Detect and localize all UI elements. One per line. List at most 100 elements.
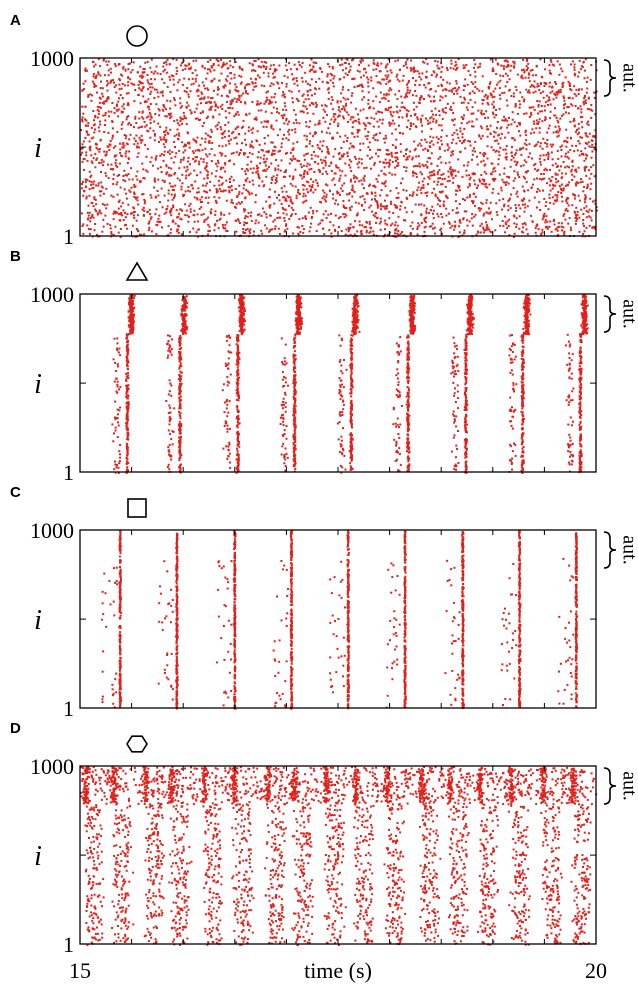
spike-dot (327, 81, 330, 84)
spike-dot (302, 231, 305, 234)
spike-dot (404, 95, 407, 98)
spike-dot (580, 88, 583, 91)
spike-dot (273, 96, 276, 99)
spike-dot (145, 116, 148, 119)
spike-dot (480, 201, 483, 204)
spike-dot (408, 194, 411, 197)
spike-dot (411, 94, 414, 97)
spike-dot (317, 123, 320, 126)
spike-dot (176, 230, 179, 233)
spike-dot (289, 196, 292, 199)
spike-dot (220, 176, 223, 179)
spike-dot (147, 81, 150, 84)
spike-dot (552, 183, 555, 186)
spike-dot (324, 156, 327, 159)
spike-dot (504, 148, 507, 151)
spike-dot (183, 117, 186, 120)
spike-dot (416, 118, 419, 121)
spike-dot (564, 139, 567, 142)
spike-dot (210, 105, 213, 108)
spike-dot (397, 59, 399, 62)
spike-dot (178, 426, 181, 429)
spike-dot (176, 70, 179, 72)
spike-dot (452, 150, 454, 153)
spike-dot (390, 153, 393, 156)
spike-dot (427, 94, 430, 97)
spike-dot (308, 126, 311, 129)
spike-dot (526, 91, 529, 94)
spike-dot (436, 183, 439, 186)
spike-dot (378, 160, 381, 163)
spike-dot (379, 91, 382, 94)
spike-dot (130, 82, 133, 85)
spike-dot (378, 222, 381, 225)
spike-dot (451, 118, 454, 121)
spike-dot (443, 149, 446, 152)
spike-dot (357, 202, 360, 205)
spike-dot (575, 220, 578, 223)
spike-dot (199, 112, 202, 115)
spike-dot (388, 122, 391, 125)
spike-dot (333, 113, 336, 116)
spike-dot (183, 331, 186, 334)
spike-dot (425, 70, 428, 73)
spike-dot (453, 118, 456, 121)
spike-dot (283, 175, 286, 178)
spike-dot (217, 179, 220, 182)
spike-dot (445, 67, 448, 69)
spike-dot (338, 157, 341, 160)
spike-dot (101, 230, 104, 233)
spike-dot (582, 219, 585, 221)
spike-dot (193, 169, 196, 172)
spike-dot (126, 438, 129, 441)
spike-dot (142, 177, 145, 180)
spike-dot (167, 446, 170, 449)
spike-dot (263, 142, 266, 145)
spike-dot (140, 76, 143, 79)
spike-dot (115, 154, 118, 157)
spike-dot (279, 128, 282, 131)
spike-dot (251, 69, 253, 72)
spike-dot (119, 148, 122, 151)
spike-dot (375, 112, 378, 115)
spike-dot (267, 75, 270, 78)
spike-dot (593, 97, 596, 99)
spike-dot (219, 105, 222, 108)
spike-dot (126, 409, 129, 412)
spike-dot (372, 61, 375, 64)
spike-dot (530, 132, 532, 135)
spike-dot (575, 214, 578, 216)
spike-dot (254, 82, 257, 84)
spike-dot (398, 116, 400, 119)
triangle-marker-icon (125, 261, 149, 281)
spike-dot (519, 91, 522, 94)
spike-dot (421, 124, 423, 127)
spike-dot (564, 184, 567, 187)
spike-dot (546, 182, 548, 185)
spike-dot (363, 68, 365, 71)
spike-dot (348, 164, 351, 166)
spike-dot (165, 60, 168, 63)
spike-dot (237, 125, 240, 128)
spike-dot (113, 380, 116, 383)
spike-dot (186, 87, 189, 89)
spike-dot (289, 198, 292, 201)
spike-dot (119, 456, 122, 459)
spike-dot (368, 141, 371, 144)
spike-dot (528, 80, 531, 83)
spike-dot (230, 138, 232, 141)
spike-dot (369, 204, 372, 207)
spike-dot (329, 123, 332, 125)
spike-dot (463, 210, 466, 213)
spike-dot (140, 74, 143, 77)
spike-dot (346, 111, 349, 114)
spike-dot (119, 228, 122, 230)
spike-dot (462, 118, 464, 121)
spike-dot (477, 184, 479, 187)
spike-dot (131, 331, 134, 334)
spike-dot (173, 97, 176, 100)
spike-dot (418, 142, 421, 145)
spike-dot (307, 211, 310, 214)
spike-dot (269, 214, 272, 217)
spike-dot (430, 74, 433, 77)
